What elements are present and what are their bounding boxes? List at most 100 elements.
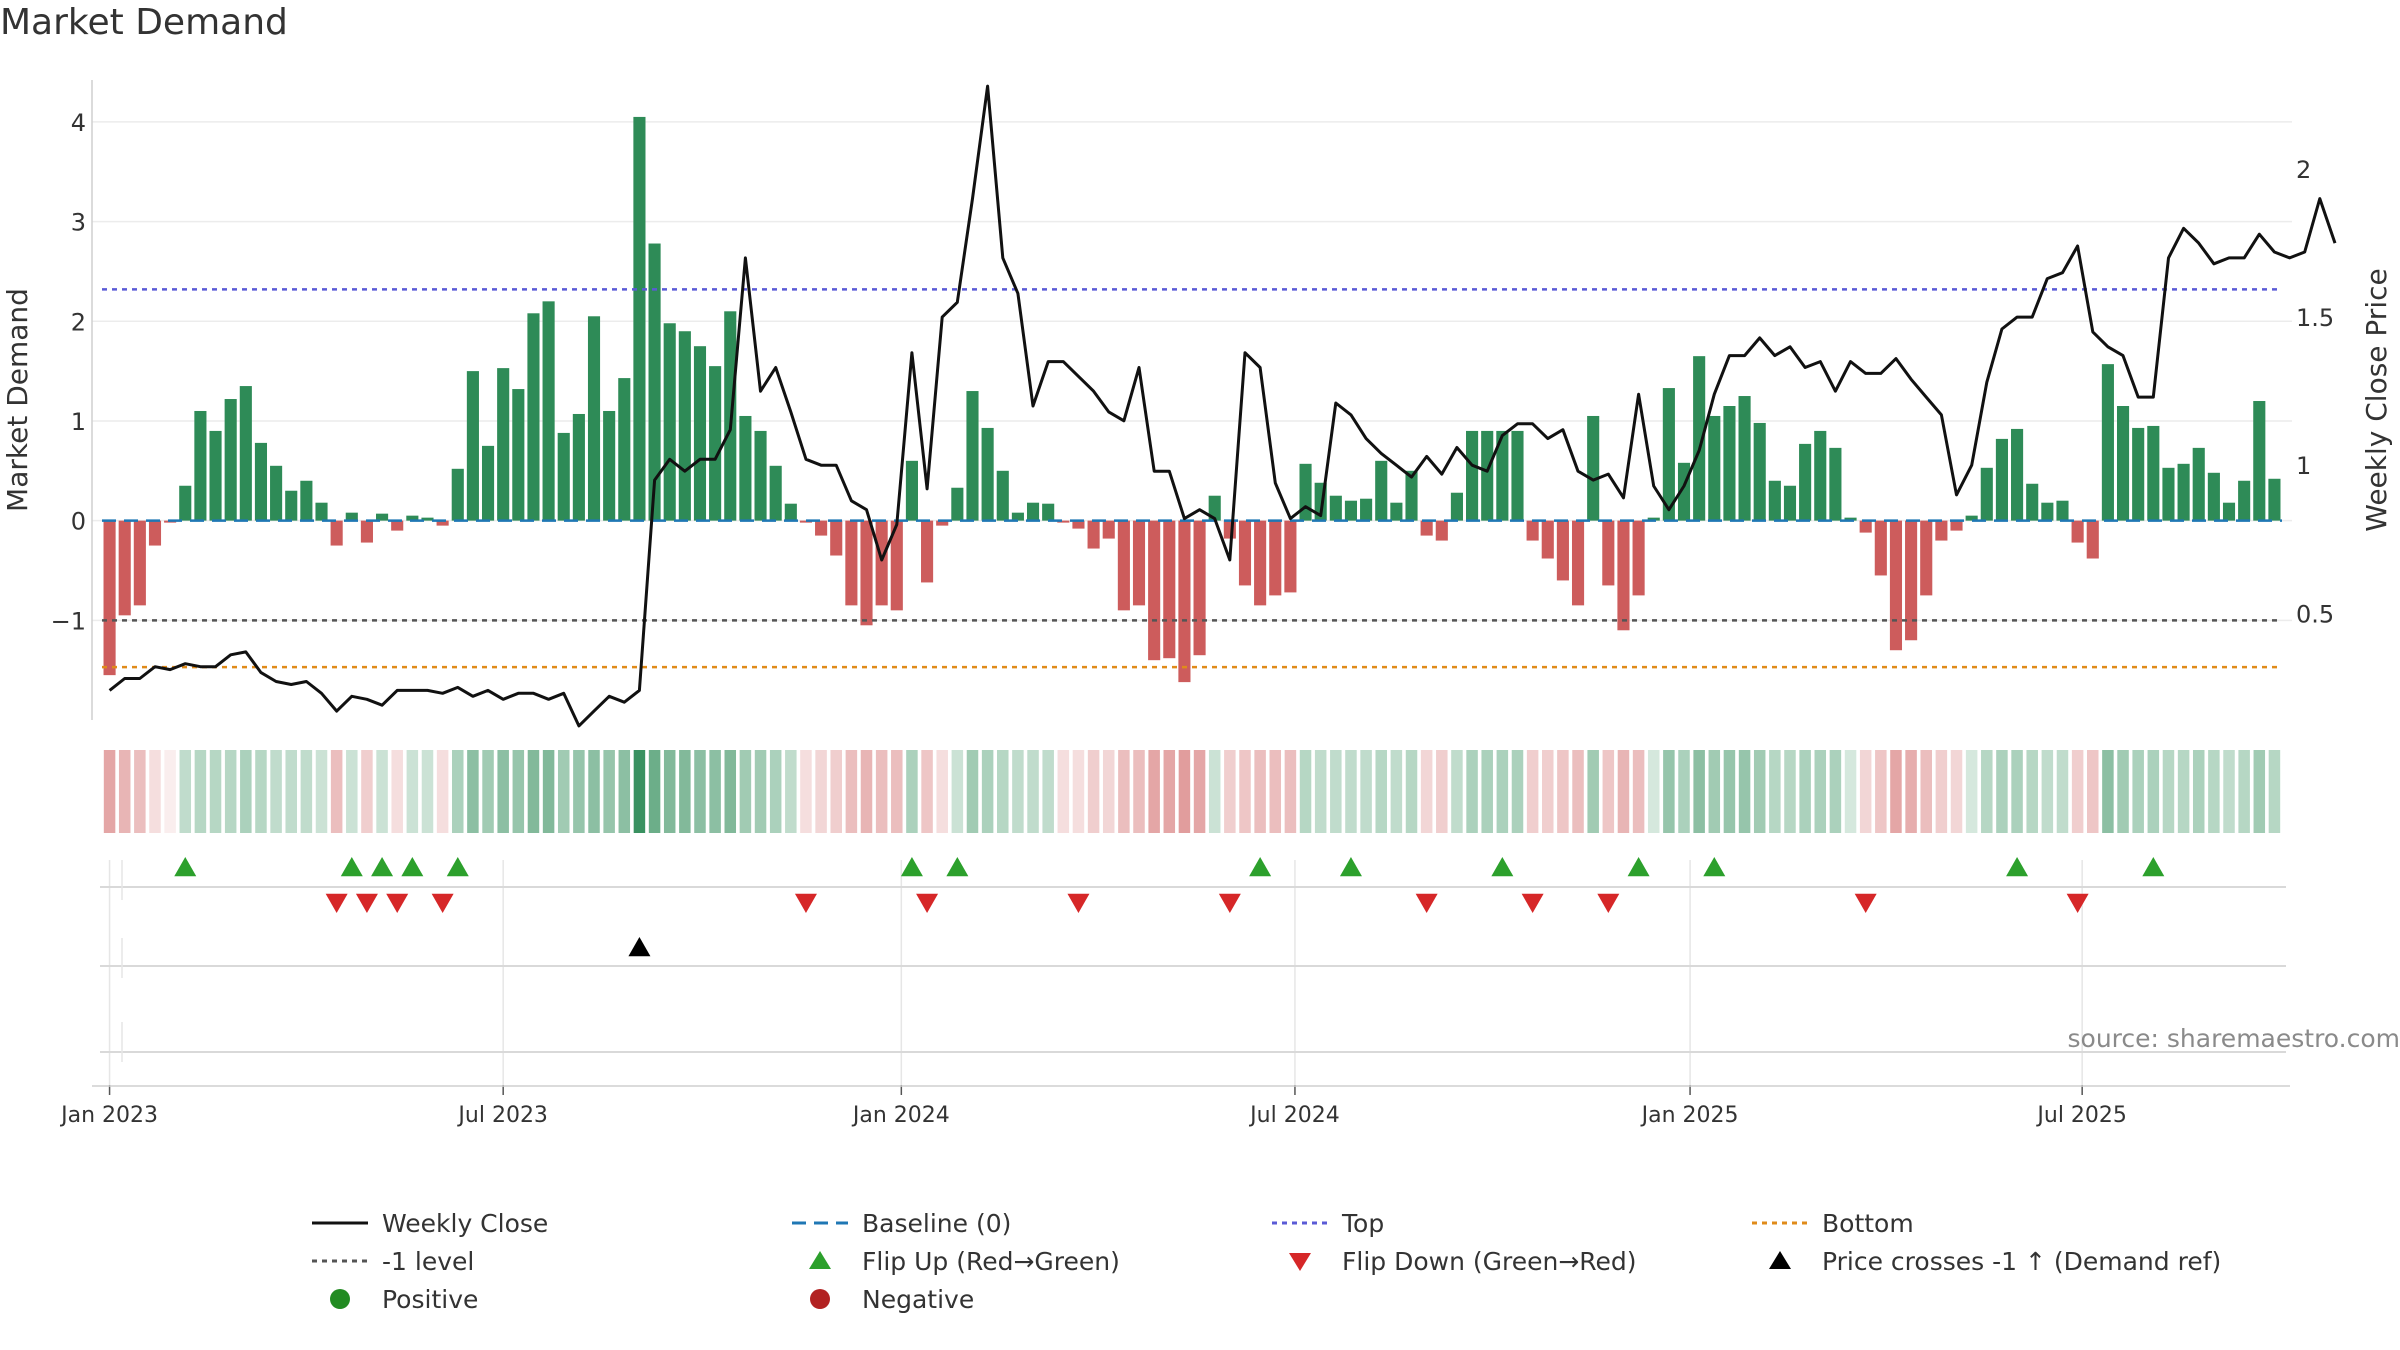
demand-bar: [1420, 520, 1433, 536]
demand-bar: [1738, 396, 1751, 521]
demand-bar: [2101, 364, 2114, 521]
heat-cell: [209, 750, 222, 833]
demand-bar: [936, 520, 949, 526]
demand-bar: [1481, 430, 1494, 521]
demand-bar: [1799, 443, 1812, 521]
demand-bar: [239, 386, 252, 521]
legend-label: Weekly Close: [382, 1208, 549, 1238]
heat-cell: [1950, 750, 1963, 833]
demand-bar: [1466, 430, 1479, 521]
demand-bar: [179, 485, 192, 521]
price-cross-marker: [628, 937, 651, 957]
heat-cell: [1420, 750, 1433, 833]
heat-cell: [1254, 750, 1266, 833]
demand-bar: [497, 368, 510, 521]
legend-item: Flip Up (Red→Green): [790, 1243, 1120, 1279]
demand-bar: [376, 513, 389, 521]
demand-bar: [1163, 520, 1176, 659]
heat-cell: [1799, 750, 1811, 833]
heat-cell: [1087, 750, 1100, 833]
flip-down-marker: [794, 893, 817, 913]
y-tick-label-left: 3: [71, 209, 86, 237]
legend-swatch: [330, 1289, 350, 1309]
demand-bar: [1360, 498, 1373, 521]
heat-cell: [2056, 750, 2069, 833]
demand-bar: [2056, 500, 2069, 521]
heat-cell: [860, 750, 873, 833]
heat-cell: [1224, 750, 1236, 833]
heat-cell: [1118, 750, 1130, 833]
heat-cell: [452, 750, 464, 833]
legend-item: Top: [1270, 1205, 1384, 1241]
demand-bar: [2268, 478, 2281, 521]
flip-up-marker: [340, 857, 363, 877]
demand-bar: [103, 520, 116, 676]
heat-cell: [1723, 750, 1736, 833]
heat-cell: [1466, 750, 1478, 833]
heat-cell: [1738, 750, 1751, 833]
heat-cell: [2192, 750, 2205, 833]
x-tick-label: Jan 2025: [1640, 1103, 1739, 1128]
heat-cell: [467, 750, 479, 833]
demand-bar: [1284, 520, 1297, 593]
heat-cell: [1708, 750, 1721, 833]
demand-bar: [1450, 492, 1463, 521]
flip-up-marker: [446, 857, 469, 877]
heat-cell: [1920, 750, 1932, 833]
heat-cell: [709, 750, 721, 833]
demand-bar: [648, 243, 661, 521]
heat-cell: [981, 750, 994, 833]
heat-cell: [2223, 750, 2235, 833]
heat-cell: [2177, 750, 2190, 833]
heat-cell: [2026, 750, 2038, 833]
heat-cell: [2238, 750, 2250, 833]
flip-up-marker: [900, 857, 923, 877]
demand-bar: [678, 331, 691, 521]
heat-cell: [1405, 750, 1418, 833]
signal-markers: [174, 857, 2165, 957]
legend-swatch: [312, 1259, 368, 1263]
demand-bar: [1829, 447, 1842, 521]
demand-bar: [1814, 430, 1827, 521]
demand-bar: [2147, 425, 2160, 521]
demand-bar: [315, 502, 328, 521]
demand-bar: [1435, 520, 1448, 541]
legend-swatch: [1769, 1251, 1791, 1269]
demand-bar: [1859, 520, 1872, 533]
heat-cell: [134, 750, 146, 833]
legend-label: Price crosses -1 ↑ (Demand ref): [1822, 1246, 2222, 1276]
heat-cell: [1133, 750, 1145, 833]
heat-cell: [1905, 750, 1917, 833]
demand-bar: [421, 517, 434, 521]
heat-cell: [1163, 750, 1176, 833]
heat-cell: [1572, 750, 1584, 833]
demand-bar: [875, 520, 888, 606]
demand-bar: [1026, 502, 1040, 521]
demand-bar: [133, 520, 146, 606]
flip-down-marker: [1597, 893, 1620, 913]
heat-cell: [315, 750, 328, 833]
legend-item: Negative: [790, 1281, 974, 1317]
heat-cell: [1390, 750, 1403, 833]
flip-down-marker: [1415, 893, 1438, 913]
weekly-close-polyline: [108, 84, 2337, 728]
demand-bar: [754, 430, 767, 521]
demand-bar: [2207, 472, 2220, 521]
heat-cell: [1299, 750, 1312, 833]
demand-bar: [2071, 520, 2084, 543]
demand-bar: [194, 410, 207, 521]
heat-cell: [1526, 750, 1539, 833]
demand-bar: [1844, 517, 1857, 521]
flip-up-marker: [371, 857, 394, 877]
heat-cell: [815, 750, 827, 833]
flip-up-marker: [2006, 857, 2029, 877]
heat-cell: [194, 750, 207, 833]
flip-down-marker: [1218, 893, 1241, 913]
flip-up-marker: [2142, 857, 2165, 877]
demand-bar: [1042, 503, 1055, 521]
heat-cell: [1436, 750, 1448, 833]
demand-bar: [527, 313, 540, 521]
heat-cell: [785, 750, 797, 833]
heat-cell: [1784, 750, 1796, 833]
y-axis-title-right: Weekly Close Price: [2360, 268, 2393, 531]
